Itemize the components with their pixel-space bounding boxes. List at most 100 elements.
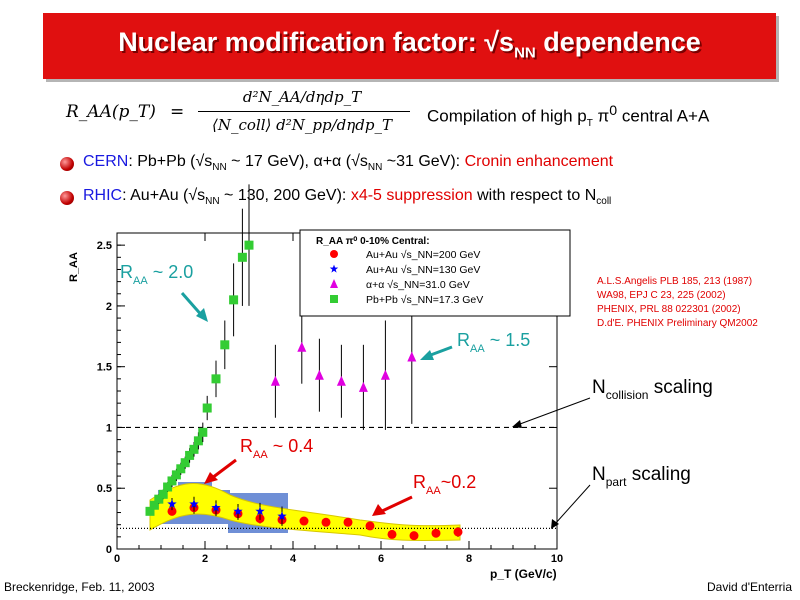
legend: R_AA π⁰ 0-10% Central: Au+Au √s_NN=200 G… — [299, 229, 571, 317]
raa-letter: R — [413, 472, 426, 492]
bullet-cern-highlight: Cronin enhancement — [464, 153, 614, 170]
data-point — [180, 458, 190, 468]
annotations: RAA ~ 2.0 RAA ~ 1.5 RAA ~ 0.4 RAA~0.2 Nc… — [120, 262, 713, 529]
ncoll-scaling-label: Ncollision scaling — [592, 377, 713, 402]
data-point — [297, 341, 307, 352]
formula-denominator: ⟨N_coll⟩ d²N_pp/dηdp_T — [212, 116, 392, 134]
arrow-npart — [554, 484, 591, 525]
arrow-head — [551, 519, 559, 529]
raa-letter: R — [120, 262, 133, 282]
compilation-sup: 0 — [609, 103, 618, 119]
data-point — [176, 464, 186, 474]
data-point — [329, 264, 339, 273]
series-group — [167, 496, 287, 526]
bullet-rhic-t2: ~ 130, 200 GeV): — [219, 187, 351, 204]
ncoll-tail: scaling — [648, 377, 712, 398]
title-tail: dependence — [535, 27, 701, 57]
legend-entries: Au+Au √s_NN=200 GeV Au+Au √s_NN=130 GeV α+… — [329, 249, 483, 306]
annotation-raa-15: RAA ~ 1.5 — [457, 330, 530, 355]
data-point — [409, 531, 419, 541]
x-tick-label: 10 — [551, 553, 563, 565]
series-group — [145, 184, 254, 516]
data-point — [154, 494, 164, 504]
bullet-rhic-t1: : Au+Au (√s — [122, 187, 206, 204]
npart-sub: part — [606, 475, 627, 489]
bullet-cern-t3: ~31 GeV): — [382, 153, 465, 170]
arrow-head — [420, 350, 434, 360]
data-point — [321, 517, 331, 527]
arrow-head — [372, 504, 386, 516]
axis-ticks: 0 2 4 6 8 10 0 0.5 1 1.5 2 2.5 — [97, 232, 563, 565]
data-point — [211, 374, 221, 384]
data-point — [453, 527, 463, 537]
reference-lines — [117, 426, 557, 529]
data-point — [167, 506, 177, 516]
data-point — [189, 444, 199, 454]
data-point — [277, 511, 287, 521]
raa-formula: R_AA(p_T) = d²N_AA/dηdp_T ⟨N_coll⟩ d²N_p… — [60, 86, 420, 142]
raa-sub: AA — [253, 449, 268, 461]
arrow-head — [196, 308, 208, 322]
arrow-head — [204, 472, 218, 484]
raa-sub: AA — [133, 275, 148, 287]
bullet-cern-t1: : Pb+Pb (√s — [128, 153, 213, 170]
raa-sub: AA — [426, 485, 441, 497]
annotation-raa-02: RAA~0.2 — [413, 472, 476, 497]
title-sub: NN — [514, 44, 536, 62]
ncoll-sub: collision — [606, 388, 649, 402]
data-point — [314, 369, 324, 380]
ncoll-N: N — [592, 377, 606, 398]
data-point — [220, 340, 230, 350]
data-point — [198, 427, 208, 437]
data-point — [336, 375, 346, 386]
reference-line: D.d'E. PHENIX Preliminary QM2002 — [597, 318, 758, 329]
references: A.L.S.Angelis PLB 185, 213 (1987) WA98, … — [597, 275, 758, 331]
data-point — [387, 529, 397, 539]
bullet-cern-t2: ~ 17 GeV), α+α (√s — [226, 153, 368, 170]
annotation-raa-04: RAA ~ 0.4 — [240, 436, 313, 461]
compilation-sub: T — [586, 118, 593, 130]
bullet-rhic-lab: RHIC — [83, 187, 123, 204]
compilation-c: central A+A — [617, 106, 710, 126]
data-point — [365, 521, 375, 531]
data-point — [211, 502, 221, 512]
raa-letter: R — [240, 436, 253, 456]
raa-value: ~0.2 — [441, 472, 477, 492]
footer-left: Breckenridge, Feb. 11, 2003 — [4, 580, 155, 594]
data-point — [270, 375, 280, 386]
data-point — [149, 500, 159, 510]
data-point — [237, 252, 247, 262]
formula-numerator: d²N_AA/dηdp_T — [242, 88, 362, 106]
title-banner: Nuclear modification factor: √sNN depend… — [43, 13, 776, 79]
data-point — [185, 450, 195, 460]
data-point — [189, 499, 199, 508]
data-point — [299, 516, 309, 526]
arrow-annotation-02 — [379, 495, 413, 514]
arrow-annotation-04 — [211, 458, 237, 480]
bullet-cern-lab: CERN — [83, 153, 129, 170]
slide-title: Nuclear modification factor: √sNN depend… — [43, 27, 776, 61]
footer-right: David d'Enterria — [707, 580, 792, 594]
legend-box — [299, 229, 571, 317]
y-tick-label: 2.5 — [97, 240, 112, 252]
x-tick-label: 8 — [466, 553, 472, 565]
bullet-cern-s1: NN — [212, 162, 227, 174]
arrow-annotation-15 — [427, 345, 453, 358]
title-main: Nuclear modification factor: √s — [118, 27, 515, 57]
arrow-ncoll — [519, 397, 591, 425]
bullet-icon — [60, 191, 74, 205]
bullet-rhic-s2: coll — [596, 196, 612, 208]
x-tick-label: 6 — [378, 553, 384, 565]
compilation-a: Compilation of high p — [427, 106, 587, 126]
data-point — [407, 351, 417, 362]
reference-line: WA98, EPJ C 23, 225 (2002) — [597, 290, 726, 301]
data-point — [330, 279, 338, 288]
data-point — [158, 489, 168, 499]
raa-sub: AA — [470, 343, 485, 355]
data-point — [380, 369, 390, 380]
bullet-rhic: RHIC: Au+Au (√sNN ~ 130, 200 GeV): x4-5 … — [83, 187, 611, 207]
data-point — [244, 240, 254, 250]
data-point — [330, 295, 338, 303]
x-tick-label: 4 — [290, 553, 297, 565]
